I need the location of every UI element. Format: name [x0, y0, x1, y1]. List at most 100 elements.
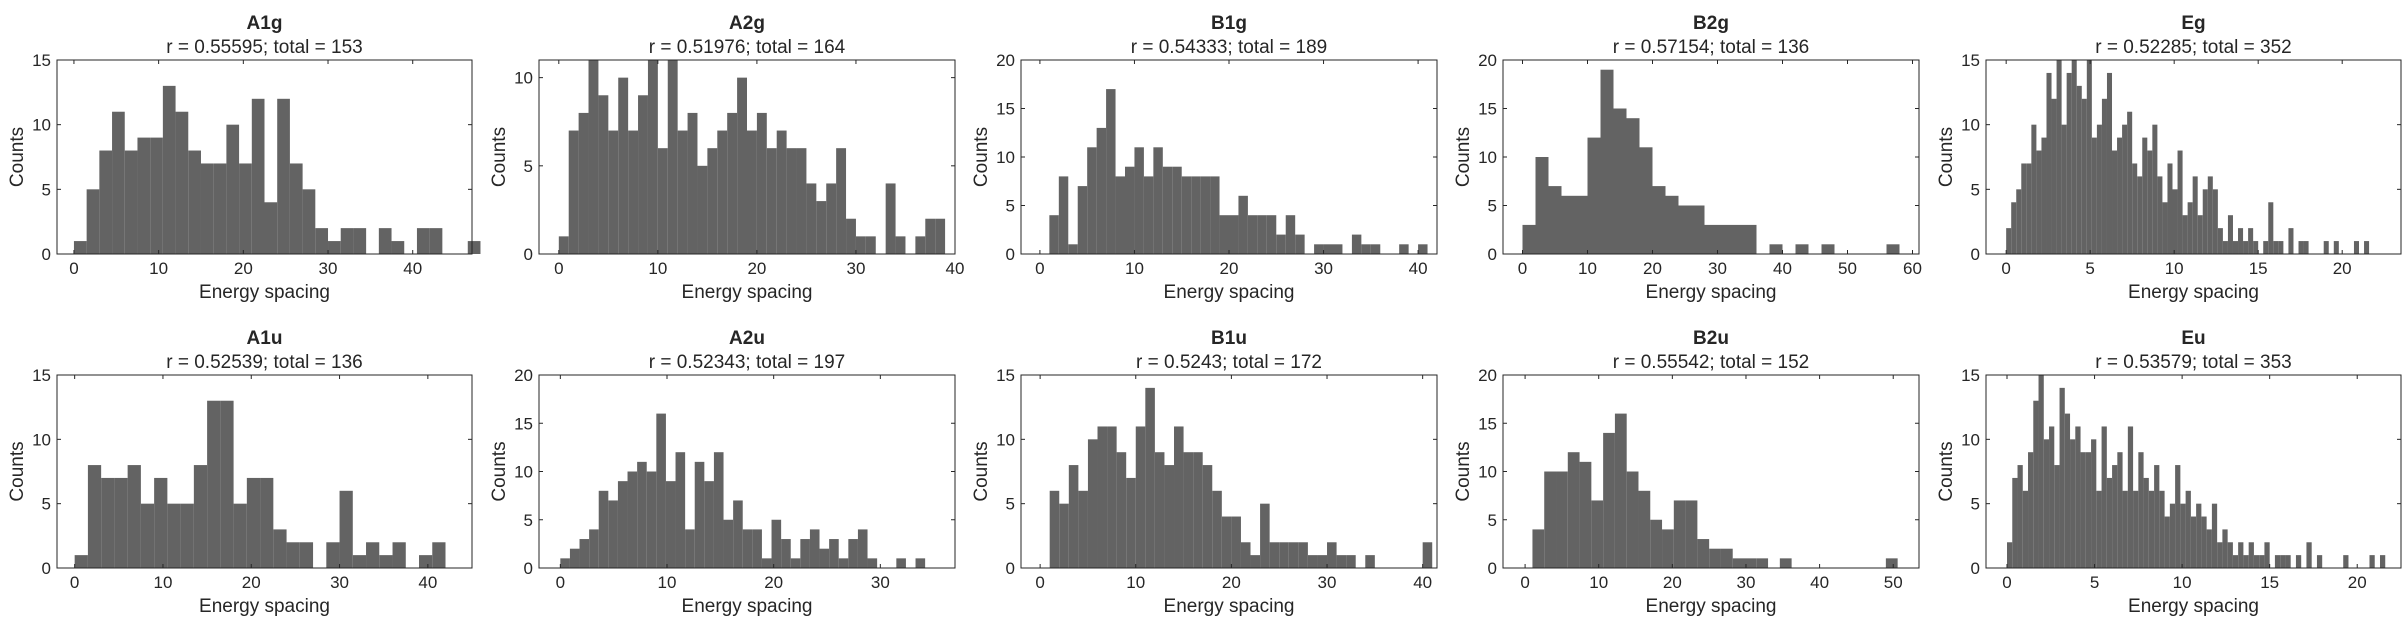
y-tick-label: 5 [1006, 495, 1015, 514]
histogram-bar [315, 228, 329, 254]
histogram-bar [848, 539, 858, 568]
panel-title: A1g [247, 13, 283, 34]
histogram-bar [598, 490, 609, 568]
y-tick-label: 20 [1478, 51, 1497, 70]
x-tick-label: 10 [1126, 573, 1145, 592]
histogram-bar [627, 471, 638, 568]
y-tick-label: 10 [996, 148, 1015, 167]
histogram-bar [667, 60, 678, 254]
histogram-bar [2026, 163, 2032, 254]
x-axis-label: Energy spacing [199, 596, 330, 617]
histogram-bar [790, 558, 801, 568]
histogram-bar [2142, 137, 2148, 254]
histogram-bar [180, 503, 194, 568]
y-tick-label: 15 [32, 51, 51, 70]
x-tick-label: 0 [2001, 259, 2010, 278]
histogram-bar [1231, 516, 1241, 568]
x-tick-label: 30 [846, 259, 865, 278]
histogram-bar [2112, 150, 2118, 254]
histogram-bar [2056, 60, 2062, 254]
histogram-bar [1125, 166, 1135, 254]
histogram-bar [1333, 244, 1343, 254]
panel-title: B2g [1693, 13, 1729, 34]
histogram-panel-eu: 0 5 10 15 20 0 5 10 15 Eu r = 0.53579; total = 353… [1936, 328, 2402, 617]
x-tick-label: 30 [1318, 573, 1337, 592]
histogram-bar [1639, 147, 1653, 254]
histogram-bar [124, 150, 138, 254]
histogram-bar [687, 112, 698, 254]
histogram-bar [1247, 215, 1258, 254]
histogram-bar [1096, 127, 1107, 254]
histogram-bar [2106, 477, 2113, 568]
histogram-bar [1422, 542, 1433, 568]
histogram-bar [677, 130, 688, 254]
x-tick-label: 30 [319, 259, 338, 278]
histogram-bar [299, 542, 314, 568]
y-axis-label: Counts [7, 127, 28, 187]
axes-box [56, 374, 473, 569]
y-tick-label: 15 [1961, 51, 1980, 70]
histogram-bar [1276, 234, 1286, 254]
histogram-panel-b1u: 0 10 20 30 40 0 5 10 15 B1u r = 0.5243; total = 17… [971, 328, 1438, 617]
histogram-bar [2379, 555, 2386, 568]
histogram-bar [1143, 176, 1154, 254]
histogram-bar [2175, 465, 2181, 568]
histogram-bar [273, 529, 287, 568]
histogram-bar [1221, 516, 1232, 568]
y-axis-label: Counts [489, 127, 510, 187]
histogram-bar [1691, 205, 1705, 254]
x-tick-label: 40 [1413, 573, 1432, 592]
histogram-bar [1106, 89, 1116, 254]
histogram-bar [713, 452, 724, 568]
histogram-bar [1652, 186, 1666, 254]
histogram-bar [2028, 452, 2034, 568]
histogram-bar [207, 400, 221, 568]
histogram-bar [2201, 516, 2207, 568]
histogram-bar [392, 542, 406, 568]
y-tick-label: 5 [42, 495, 51, 514]
histogram-bar [727, 112, 738, 254]
histogram-bar [781, 539, 791, 568]
histogram-bar [2157, 176, 2163, 254]
histogram-bar [2268, 202, 2274, 254]
histogram-bar [154, 477, 168, 568]
histogram-bar [733, 500, 743, 568]
x-tick-label: 0 [2002, 573, 2011, 592]
histogram-bar [2041, 137, 2047, 254]
y-tick-label: 15 [32, 366, 51, 385]
histogram-bar [2222, 529, 2228, 568]
x-tick-label: 30 [330, 573, 349, 592]
histogram-bar [588, 60, 599, 254]
x-tick-label: 50 [1884, 573, 1903, 592]
x-axis-label: Energy spacing [2128, 282, 2259, 303]
panel-title: Eu [2181, 328, 2205, 349]
x-tick-label: 30 [1737, 573, 1756, 592]
x-tick-label: 20 [764, 573, 783, 592]
histogram-bar [915, 236, 926, 254]
y-tick-label: 0 [1971, 559, 1980, 578]
x-tick-label: 10 [648, 259, 667, 278]
histogram-bar [2038, 375, 2044, 568]
histogram-panel-b1g: 0 10 20 30 40 0 5 10 15 20 B1g r = 0.54333; total =… [971, 13, 1438, 303]
histogram-bar [2154, 465, 2160, 568]
histogram-bar [704, 481, 714, 568]
y-tick-label: 5 [1971, 180, 1980, 199]
histogram-bar [1743, 224, 1757, 254]
y-tick-label: 10 [1478, 463, 1497, 482]
x-tick-label: 10 [1589, 573, 1608, 592]
histogram-bar [2080, 452, 2086, 568]
histogram-bar [2222, 241, 2228, 254]
histogram-bar [1756, 558, 1769, 568]
histogram-bar [1087, 439, 1098, 568]
x-tick-label: 0 [69, 259, 78, 278]
histogram-bar [1587, 137, 1601, 254]
histogram-bar [1295, 234, 1305, 254]
histogram-bar [2164, 516, 2170, 568]
histogram-bar [1266, 215, 1277, 254]
histogram-bar [246, 477, 261, 568]
histogram-bar [2306, 542, 2312, 568]
histogram-bar [1183, 452, 1194, 568]
histogram-bar [742, 529, 753, 568]
histogram-bar [2091, 439, 2097, 568]
